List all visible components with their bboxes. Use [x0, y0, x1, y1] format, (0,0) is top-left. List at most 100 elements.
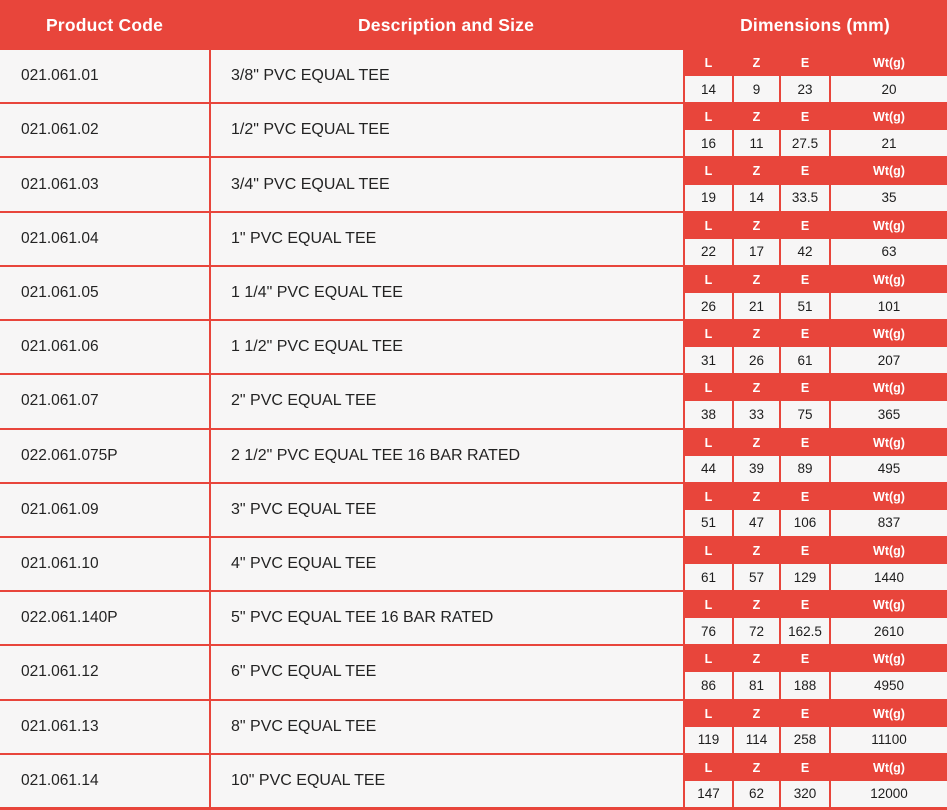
- dim-values-row: 26 21 51 101: [685, 292, 947, 320]
- dim-header-wt: Wt(g): [873, 56, 905, 71]
- dim-header-z: Z: [752, 56, 761, 71]
- dim-value-e: 23: [781, 76, 829, 103]
- dim-header-wt: Wt(g): [873, 489, 905, 504]
- product-code-cell: 021.061.03: [0, 158, 209, 211]
- description-cell: 4" PVC EQUAL TEE: [211, 537, 683, 591]
- dim-value-e: 162.5: [781, 618, 829, 645]
- dim-header-l: L: [704, 56, 713, 71]
- dimensions-cell: L Z E Wt(g) 19 14 33.5 35: [685, 158, 947, 211]
- table-row: 021.061.03 3/4" PVC EQUAL TEE L Z E Wt(g…: [0, 158, 947, 211]
- description-cell: 10" PVC EQUAL TEE: [211, 754, 683, 807]
- dim-value-e: 106: [781, 509, 829, 536]
- dim-header-l: L: [704, 381, 713, 396]
- dim-header-z: Z: [752, 489, 761, 504]
- dim-value-l: 76: [685, 618, 732, 645]
- dim-header-row: L Z E Wt(g): [685, 646, 947, 673]
- dim-value-z: 26: [734, 347, 779, 374]
- table-row: 021.061.09 3" PVC EQUAL TEE L Z E Wt(g) …: [0, 483, 947, 536]
- dim-value-wt: 365: [831, 401, 947, 428]
- dimensions-cell: L Z E Wt(g) 38 33 75 365: [685, 375, 947, 428]
- dimensions-cell: L Z E Wt(g) 76 72 162.5 2610: [685, 592, 947, 645]
- dim-value-wt: 207: [831, 347, 947, 374]
- dim-header-row: L Z E Wt(g): [685, 158, 947, 185]
- table-row: 021.061.05 1 1/4" PVC EQUAL TEE L Z E Wt…: [0, 266, 947, 320]
- description-cell: 1" PVC EQUAL TEE: [211, 212, 683, 265]
- dim-header-l: L: [704, 706, 713, 721]
- table-row: 021.061.14 10" PVC EQUAL TEE L Z E Wt(g)…: [0, 754, 947, 807]
- dim-header-l: L: [704, 435, 713, 450]
- product-code-cell: 022.061.140P: [0, 592, 209, 645]
- dim-value-l: 31: [685, 347, 732, 374]
- dim-value-wt: 495: [831, 455, 947, 482]
- table-row: 021.061.10 4" PVC EQUAL TEE L Z E Wt(g) …: [0, 537, 947, 591]
- dim-header-z: Z: [752, 706, 761, 721]
- dim-value-z: 72: [734, 618, 779, 645]
- dim-header-e: E: [800, 760, 810, 775]
- dimensions-cell: L Z E Wt(g) 31 26 61 207: [685, 321, 947, 374]
- dim-header-e: E: [800, 435, 810, 450]
- dim-header-l: L: [704, 327, 713, 342]
- dim-value-l: 44: [685, 455, 732, 482]
- dim-value-e: 89: [781, 455, 829, 482]
- dim-value-z: 62: [734, 780, 779, 807]
- dim-header-row: L Z E Wt(g): [685, 483, 947, 510]
- dim-header-wt: Wt(g): [873, 598, 905, 613]
- dim-value-wt: 20: [831, 76, 947, 103]
- dim-header-row: L Z E Wt(g): [685, 104, 947, 131]
- table-row: 022.061.140P 5" PVC EQUAL TEE 16 BAR RAT…: [0, 592, 947, 645]
- dim-header-wt: Wt(g): [873, 110, 905, 125]
- table-row: 021.061.07 2" PVC EQUAL TEE L Z E Wt(g) …: [0, 375, 947, 428]
- description-cell: 3" PVC EQUAL TEE: [211, 483, 683, 536]
- dimensions-cell: L Z E Wt(g) 119 114 258 11100: [685, 700, 947, 753]
- product-code-cell: 021.061.02: [0, 104, 209, 157]
- dim-value-e: 258: [781, 726, 829, 753]
- dim-values-row: 147 62 320 12000: [685, 780, 947, 807]
- dim-header-e: E: [800, 381, 810, 396]
- dim-header-z: Z: [752, 272, 761, 287]
- dim-value-z: 14: [734, 184, 779, 211]
- dim-value-l: 14: [685, 76, 732, 103]
- dim-header-z: Z: [752, 327, 761, 342]
- dim-header-z: Z: [752, 652, 761, 667]
- dim-header-z: Z: [752, 381, 761, 396]
- dim-value-wt: 1440: [831, 564, 947, 591]
- dim-header-e: E: [800, 652, 810, 667]
- dim-value-z: 57: [734, 564, 779, 591]
- dimensions-cell: L Z E Wt(g) 26 21 51 101: [685, 266, 947, 320]
- dim-header-row: L Z E Wt(g): [685, 537, 947, 565]
- dim-value-wt: 35: [831, 184, 947, 211]
- product-code-cell: 021.061.10: [0, 537, 209, 591]
- dim-header-wt: Wt(g): [873, 652, 905, 667]
- dim-value-l: 86: [685, 672, 732, 699]
- description-cell: 1 1/4" PVC EQUAL TEE: [211, 266, 683, 320]
- dim-value-z: 47: [734, 509, 779, 536]
- dim-header-row: L Z E Wt(g): [685, 700, 947, 727]
- dim-value-l: 38: [685, 401, 732, 428]
- description-cell: 3/8" PVC EQUAL TEE: [211, 50, 683, 103]
- dimensions-cell: L Z E Wt(g) 22 17 42 63: [685, 212, 947, 265]
- table-row: 021.061.13 8" PVC EQUAL TEE L Z E Wt(g) …: [0, 700, 947, 753]
- dimensions-cell: L Z E Wt(g) 16 11 27.5 21: [685, 104, 947, 157]
- dim-header-row: L Z E Wt(g): [685, 212, 947, 239]
- dim-value-e: 27.5: [781, 130, 829, 157]
- product-code-cell: 021.061.01: [0, 50, 209, 103]
- dim-value-z: 21: [734, 292, 779, 320]
- product-code-cell: 021.061.13: [0, 700, 209, 753]
- dim-header-e: E: [800, 56, 810, 71]
- dim-header-wt: Wt(g): [873, 543, 905, 558]
- dim-value-e: 188: [781, 672, 829, 699]
- dim-values-row: 44 39 89 495: [685, 455, 947, 482]
- dim-value-wt: 11100: [831, 726, 947, 753]
- dim-value-l: 16: [685, 130, 732, 157]
- dim-value-l: 22: [685, 238, 732, 265]
- dim-header-z: Z: [752, 543, 761, 558]
- dim-header-row: L Z E Wt(g): [685, 321, 947, 348]
- dim-value-l: 147: [685, 780, 732, 807]
- dim-value-z: 39: [734, 455, 779, 482]
- dim-value-e: 129: [781, 564, 829, 591]
- dim-header-e: E: [800, 218, 810, 233]
- dim-header-wt: Wt(g): [873, 164, 905, 179]
- table-body: 021.061.01 3/8" PVC EQUAL TEE L Z E Wt(g…: [0, 50, 947, 810]
- dim-header-e: E: [800, 110, 810, 125]
